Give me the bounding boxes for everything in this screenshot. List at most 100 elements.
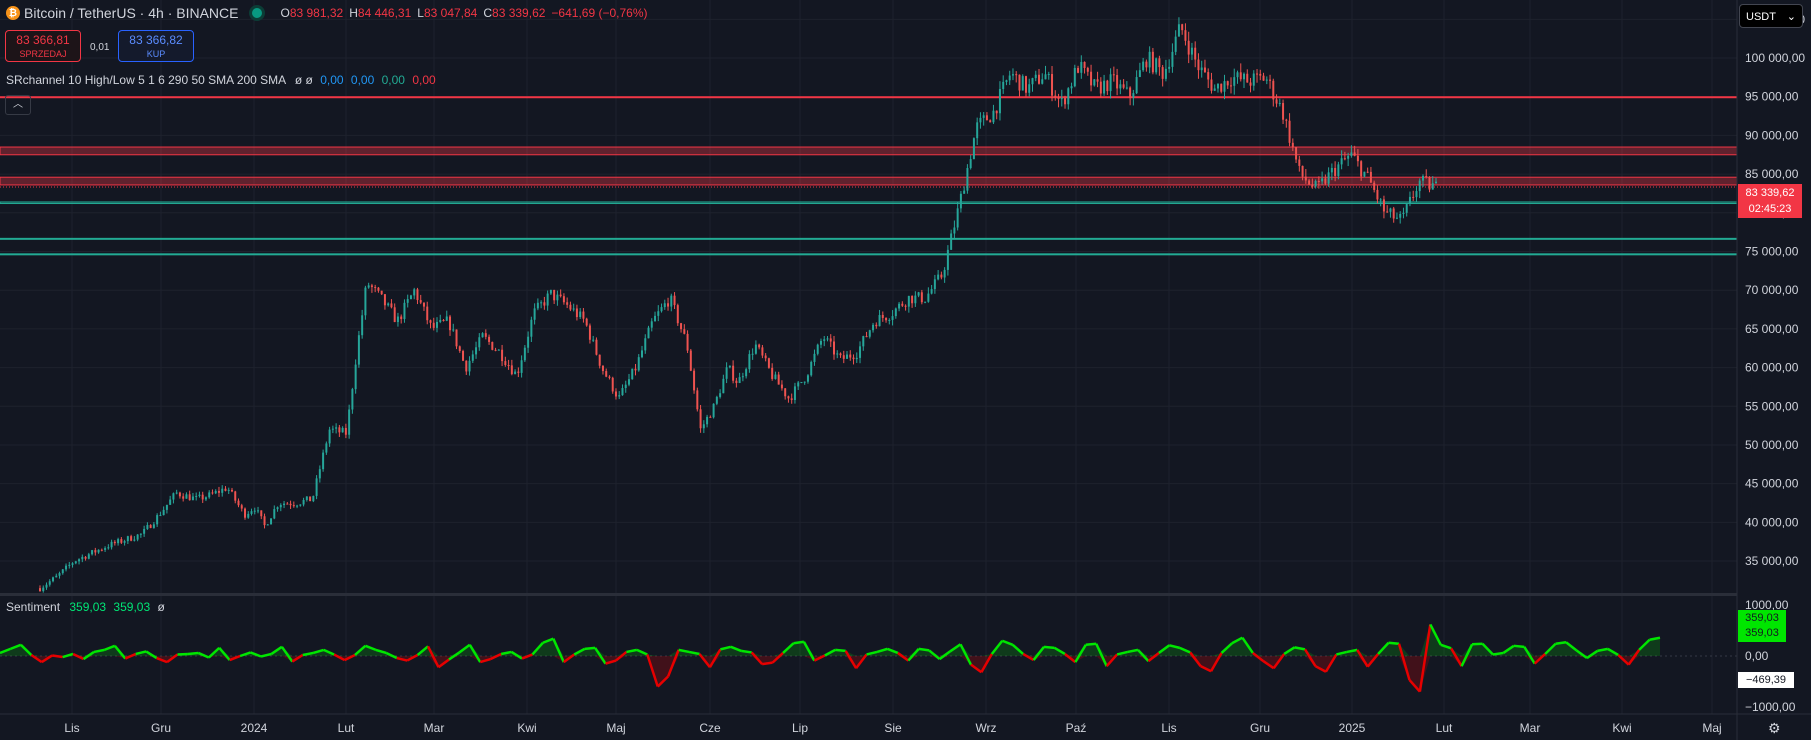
candle-body — [839, 353, 842, 356]
sentiment-line-segment — [708, 648, 722, 668]
chevron-up-icon[interactable]: ︿ — [5, 95, 31, 115]
indicator-legend-sentiment[interactable]: Sentiment 359,03 359,03 ø — [6, 600, 165, 614]
candle-body — [1002, 81, 1005, 89]
currency-label: USDT — [1746, 11, 1776, 23]
candle-body — [110, 541, 113, 548]
market-status-icon[interactable] — [252, 8, 263, 18]
time-tick-label: Lut — [338, 721, 355, 735]
candle-body — [468, 360, 471, 372]
candle-body — [1366, 171, 1369, 173]
candle-body — [1386, 211, 1389, 213]
candle-body — [1073, 67, 1076, 87]
candle-body — [585, 318, 588, 326]
candle-body — [1435, 181, 1437, 184]
candle-body — [286, 503, 289, 505]
candle-body — [738, 377, 741, 384]
candle-body — [1311, 184, 1314, 187]
candle-body — [637, 357, 640, 371]
candle-body — [380, 290, 383, 295]
candle-body — [878, 315, 881, 327]
sentiment-line-segment — [970, 663, 983, 674]
sentiment-line-segment — [1043, 645, 1055, 650]
candle-body — [156, 515, 159, 525]
sentiment-line-segment — [835, 648, 846, 653]
sentiment-line-segment — [552, 638, 565, 663]
sentiment-line-segment — [1252, 651, 1265, 663]
time-tick-label: 2024 — [241, 721, 268, 735]
candle-body — [455, 329, 458, 347]
candle-body — [1203, 67, 1206, 73]
sentiment-line-segment — [531, 641, 544, 656]
candle-body — [113, 541, 116, 544]
buy-button[interactable]: 83 366,82 KUP — [118, 30, 194, 62]
sentiment-line-segment — [62, 652, 74, 659]
candle-body — [527, 336, 530, 348]
sentiment-line-segment — [20, 643, 33, 656]
candle-body — [315, 478, 318, 496]
candle-body — [74, 561, 77, 564]
indicator-value: 0,00 — [350, 73, 375, 87]
candle-body — [1145, 61, 1148, 68]
candle-body — [1021, 76, 1024, 91]
candle-body — [891, 316, 894, 320]
candle-body — [1369, 171, 1372, 183]
candle-body — [699, 409, 702, 429]
indicator-value: 0,00 — [320, 73, 344, 87]
candle-body — [1360, 161, 1363, 177]
candle-body — [1298, 159, 1301, 166]
sentiment-line-segment — [448, 651, 461, 661]
candle-body — [58, 573, 61, 576]
gear-icon[interactable]: ⚙ — [1768, 720, 1781, 736]
candle-body — [1038, 74, 1041, 84]
candle-body — [1382, 199, 1385, 212]
candle-body — [416, 289, 419, 301]
sentiment-line-segment — [343, 653, 356, 662]
candle-body — [963, 190, 966, 194]
sentiment-line-segment — [500, 650, 512, 656]
candle-body — [1099, 81, 1102, 94]
sentiment-line-segment — [636, 648, 648, 656]
price-axis[interactable]: 35 000,00 40 000,00 45 000,00 50 000,00 55 0… — [1745, 12, 1805, 568]
candle-body — [1011, 74, 1014, 76]
candle-body — [696, 390, 699, 410]
candle-body — [1392, 208, 1395, 219]
candle-body — [660, 307, 663, 312]
currency-select[interactable]: USDT ⌄ — [1739, 4, 1803, 28]
sell-price: 83 366,81 — [16, 33, 70, 47]
time-axis[interactable]: Lis Gru 2024 Lut Mar Kwi Maj Cze Lip Sie Wrz Paź Lis… — [64, 721, 1721, 735]
candle-body — [1389, 208, 1392, 212]
candle-body — [1337, 164, 1340, 176]
sentiment-line-segment — [802, 641, 816, 662]
candle-body — [627, 379, 630, 385]
candle-body — [543, 302, 546, 306]
candle-body — [800, 382, 803, 384]
sentiment-axis[interactable]: 1000,00 0,00 −1000,00 — [1745, 598, 1796, 714]
sentiment-line-segment — [897, 651, 910, 662]
sell-button[interactable]: 83 366,81 SPRZEDAJ — [5, 30, 81, 62]
sentiment-line-segment — [793, 640, 805, 645]
sentiment-line-segment — [375, 648, 387, 655]
sentiment-line-segment — [145, 650, 158, 660]
symbol-title[interactable]: Bitcoin / TetherUS · 4h · BINANCE — [24, 5, 239, 21]
ohlc-key: O — [280, 6, 290, 20]
candle-body — [780, 384, 783, 389]
indicator-legend-srchannel[interactable]: SRchannel 10 High/Low 5 1 6 290 50 SMA 2… — [6, 73, 436, 87]
candle-body — [842, 355, 845, 359]
candle-body — [1112, 74, 1115, 76]
candle-body — [253, 510, 256, 512]
candle-body — [1399, 214, 1402, 218]
sentiment-tick-label: −1000,00 — [1745, 700, 1796, 714]
candle-body — [377, 287, 380, 291]
sentiment-line-segment — [1555, 641, 1567, 646]
candle-body — [465, 360, 468, 372]
candle-body — [208, 492, 211, 498]
sentiment-line-segment — [730, 645, 742, 653]
candle-body — [989, 120, 992, 123]
time-tick-label: Kwi — [517, 721, 536, 735]
candle-body — [823, 339, 826, 341]
candle-body — [650, 321, 653, 328]
candle-body — [946, 249, 949, 270]
candle-body — [670, 295, 673, 307]
sentiment-line-segment — [302, 651, 314, 657]
